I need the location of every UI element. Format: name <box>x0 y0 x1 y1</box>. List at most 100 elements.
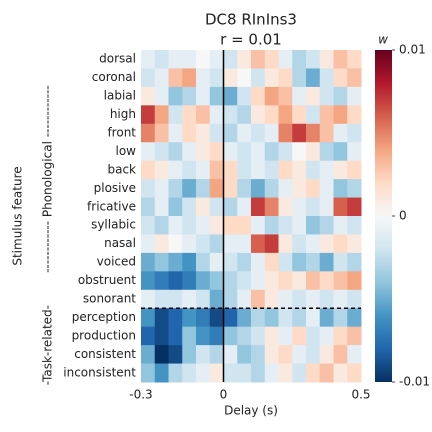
heat-cell <box>196 123 211 143</box>
heat-cell <box>347 86 362 106</box>
heat-cell <box>251 142 266 162</box>
heat-cell <box>154 289 169 309</box>
heat-cell <box>264 308 279 328</box>
heat-cell <box>209 179 224 199</box>
heat-cell <box>319 271 334 291</box>
heat-cell <box>141 308 156 328</box>
heat-cell <box>141 345 156 365</box>
heat-cell <box>306 326 321 346</box>
heat-cell <box>264 86 279 106</box>
heat-cell <box>251 326 266 346</box>
heat-cell <box>251 197 266 217</box>
heat-cell <box>264 289 279 309</box>
heat-cell <box>209 160 224 180</box>
heat-cell <box>278 289 293 309</box>
heat-cell <box>154 50 169 69</box>
heat-cell <box>278 123 293 143</box>
heat-cell <box>141 271 156 291</box>
heat-cell <box>333 50 348 69</box>
heat-cell <box>319 86 334 106</box>
heat-cell <box>154 308 169 328</box>
heat-cell <box>292 105 307 125</box>
heat-cell <box>168 160 183 180</box>
heat-cell <box>154 234 169 254</box>
heat-cell <box>278 271 293 291</box>
heat-cell <box>237 197 252 217</box>
heat-cell <box>264 197 279 217</box>
heat-cell <box>209 197 224 217</box>
heat-cell <box>278 308 293 328</box>
heat-cell <box>182 142 197 162</box>
heat-cell <box>333 289 348 309</box>
heat-cell <box>168 50 183 69</box>
y-tick-label: high <box>110 107 136 121</box>
heat-cell <box>292 345 307 365</box>
heat-cell <box>223 105 238 125</box>
heat-cell <box>347 363 362 383</box>
y-tick-label: coronal <box>92 70 136 84</box>
heat-cell <box>278 216 293 235</box>
colorbar-tick-label: 0.01 <box>399 43 426 57</box>
heat-cell <box>306 68 321 88</box>
heat-cell <box>196 363 211 383</box>
heat-cell <box>306 308 321 328</box>
x-tick-label: 0.5 <box>351 388 370 402</box>
heat-cell <box>306 142 321 162</box>
heat-cell <box>319 105 334 125</box>
heat-cell <box>237 216 252 235</box>
y-tick-label: consistent <box>74 347 136 361</box>
x-tick-label: -0.3 <box>129 388 152 402</box>
heat-cell <box>168 345 183 365</box>
heat-cell <box>251 50 266 69</box>
y-tick-label: plosive <box>94 181 136 195</box>
heat-cell <box>223 271 238 291</box>
heat-cell <box>196 197 211 217</box>
heat-cell <box>223 252 238 272</box>
heat-cell <box>251 123 266 143</box>
heat-cell <box>333 234 348 254</box>
heat-cell <box>251 363 266 383</box>
heat-cell <box>141 86 156 106</box>
heat-cell <box>292 123 307 143</box>
heat-cell <box>333 160 348 180</box>
heat-cell <box>278 234 293 254</box>
heat-cell <box>141 179 156 199</box>
y-tick-label: perception <box>72 310 136 324</box>
heat-cell <box>182 216 197 235</box>
colorbar-tick-label: -0.01 <box>399 375 430 389</box>
heat-cell <box>333 271 348 291</box>
heat-cell <box>182 308 197 328</box>
heat-cell <box>223 123 238 143</box>
heat-cell <box>209 142 224 162</box>
heat-cell <box>251 86 266 106</box>
heat-cell <box>237 308 252 328</box>
heat-cell <box>333 363 348 383</box>
heat-cell <box>292 308 307 328</box>
heat-cell <box>278 252 293 272</box>
heat-cell <box>196 326 211 346</box>
heat-cell <box>141 142 156 162</box>
heat-cell <box>209 216 224 235</box>
x-tick-label: 0 <box>220 388 228 402</box>
heat-cell <box>292 216 307 235</box>
heat-cell <box>209 234 224 254</box>
heat-cell <box>306 179 321 199</box>
heat-cell <box>223 289 238 309</box>
heat-cell <box>141 105 156 125</box>
heat-cell <box>306 105 321 125</box>
heat-cell <box>182 271 197 291</box>
heat-cell <box>306 363 321 383</box>
heat-cell <box>196 216 211 235</box>
heat-cell <box>196 50 211 69</box>
heat-cell <box>196 160 211 180</box>
heat-cell <box>223 68 238 88</box>
heat-cell <box>251 271 266 291</box>
heat-cell <box>154 271 169 291</box>
heat-cell <box>292 289 307 309</box>
heat-cell <box>319 363 334 383</box>
heat-cell <box>292 142 307 162</box>
heat-cell <box>223 197 238 217</box>
heat-cell <box>347 197 362 217</box>
heat-cell <box>168 289 183 309</box>
